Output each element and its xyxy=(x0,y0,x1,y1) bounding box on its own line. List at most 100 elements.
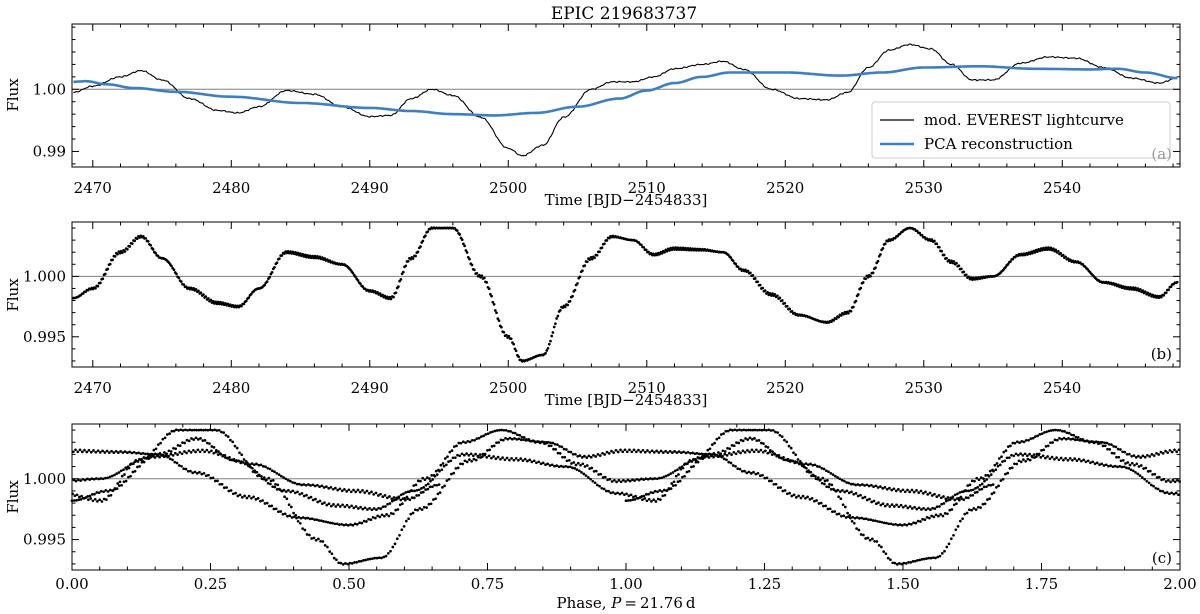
phase-point xyxy=(1070,433,1073,437)
data-point xyxy=(1031,251,1034,255)
data-point xyxy=(206,297,210,300)
phase-point xyxy=(1151,473,1154,476)
phase-point xyxy=(1082,458,1086,462)
panel-b-label: (b) xyxy=(1151,345,1172,363)
phase-point xyxy=(839,497,843,501)
phase-point xyxy=(513,437,516,440)
phase-point xyxy=(1028,452,1031,456)
phase-point xyxy=(239,461,243,465)
phase-point xyxy=(163,451,166,454)
phase-point xyxy=(404,519,408,523)
phase-point xyxy=(528,458,532,462)
phase-point xyxy=(653,477,657,480)
phase-point xyxy=(924,490,927,494)
phase-point xyxy=(544,463,547,467)
phase-point xyxy=(740,428,743,432)
phase-point xyxy=(375,556,379,560)
phase-point xyxy=(796,458,800,461)
data-point xyxy=(491,300,495,304)
phase-point xyxy=(920,508,923,511)
phase-point xyxy=(968,483,972,487)
phase-point xyxy=(639,450,643,454)
phase-point xyxy=(184,467,188,471)
phase-point xyxy=(340,489,344,493)
phase-point xyxy=(525,438,528,441)
phase-point xyxy=(344,523,348,526)
phase-point xyxy=(95,477,98,480)
phase-point xyxy=(978,488,981,491)
phase-point xyxy=(441,462,445,465)
phase-point xyxy=(136,465,139,469)
phase-point xyxy=(198,470,201,474)
phase-point xyxy=(269,479,273,483)
legend-entry: PCA reconstruction xyxy=(924,135,1073,153)
phase-point xyxy=(450,472,453,476)
phase-point xyxy=(804,496,807,500)
phase-point xyxy=(97,491,101,495)
phase-point xyxy=(83,478,87,482)
phase-point xyxy=(384,505,387,508)
phase-point xyxy=(359,505,362,509)
phase-point xyxy=(204,428,207,432)
x-tick-label: 2520 xyxy=(766,179,804,197)
x-tick-label: 2480 xyxy=(212,179,250,197)
data-point xyxy=(568,299,572,303)
phase-point xyxy=(1147,481,1151,485)
phase-point xyxy=(850,490,853,494)
data-point xyxy=(376,291,379,294)
phase-point xyxy=(831,473,835,476)
phase-point xyxy=(490,456,493,460)
phase-point xyxy=(323,544,327,547)
phase-point xyxy=(240,453,244,457)
phase-point xyxy=(729,461,733,465)
phase-point xyxy=(874,502,878,506)
phase-point xyxy=(467,454,471,457)
phase-point xyxy=(766,446,770,449)
phase-point xyxy=(677,450,681,453)
phase-point xyxy=(778,433,782,437)
phase-point xyxy=(765,476,769,480)
phase-point xyxy=(564,464,568,468)
phase-point xyxy=(712,455,715,459)
phase-point xyxy=(593,481,597,485)
phase-point xyxy=(651,491,655,495)
phase-point xyxy=(492,455,495,458)
phase-point xyxy=(1041,454,1045,458)
phase-point xyxy=(1167,478,1170,482)
phase-point xyxy=(452,471,456,475)
phase-point xyxy=(182,467,186,471)
phase-point xyxy=(426,487,430,491)
phase-point xyxy=(664,449,667,453)
data-point xyxy=(517,355,520,359)
phase-point xyxy=(661,494,665,498)
phase-point xyxy=(1038,433,1042,436)
phase-point xyxy=(324,520,328,524)
phase-point xyxy=(1076,435,1080,439)
phase-point xyxy=(88,478,92,481)
phase-point xyxy=(738,428,741,432)
phase-point xyxy=(548,464,552,467)
data-point xyxy=(856,293,860,296)
phase-point xyxy=(173,451,177,455)
phase-point xyxy=(241,460,245,464)
phase-point xyxy=(300,483,303,487)
phase-point xyxy=(173,460,177,464)
phase-point xyxy=(799,496,803,500)
phase-point xyxy=(148,452,152,456)
phase-point xyxy=(298,492,302,496)
phase-point xyxy=(402,525,406,528)
phase-point xyxy=(265,501,269,505)
data-point xyxy=(960,267,963,271)
phase-point xyxy=(257,463,261,467)
data-point xyxy=(1169,285,1173,288)
data-point xyxy=(318,255,322,259)
phase-point xyxy=(595,483,599,487)
phase-point xyxy=(1077,457,1081,461)
phase-point xyxy=(756,428,759,432)
data-point xyxy=(480,274,484,278)
phase-point xyxy=(210,449,213,453)
data-point xyxy=(493,309,497,312)
phase-point xyxy=(835,512,839,516)
phase-point xyxy=(978,483,982,487)
phase-point xyxy=(845,489,849,493)
